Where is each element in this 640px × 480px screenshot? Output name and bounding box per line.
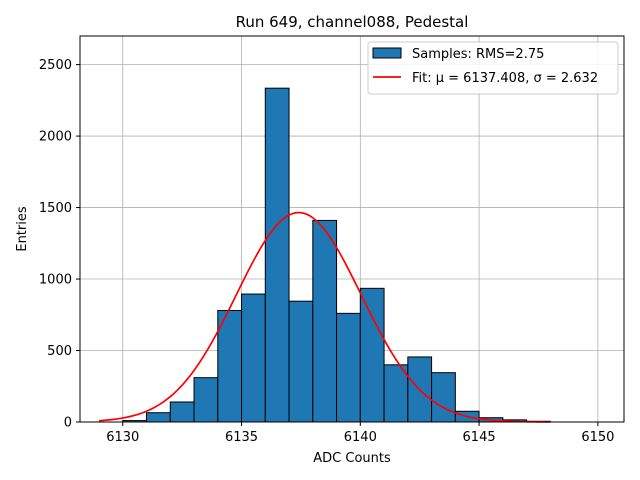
- histogram-bar: [193, 377, 219, 423]
- histogram-bar: [169, 401, 195, 423]
- x-tick-label: 6135: [225, 430, 258, 445]
- y-tick-label: 1000: [39, 273, 72, 288]
- legend-histogram-label: Samples: RMS=2.75: [412, 47, 544, 62]
- x-tick-label: 6130: [106, 430, 139, 445]
- legend: Samples: RMS=2.75 Fit: μ = 6137.408, σ =…: [367, 41, 619, 95]
- x-tick-label: 6150: [581, 430, 614, 445]
- chart-title: Run 649, channel088, Pedestal: [236, 13, 469, 31]
- histogram-bars: [122, 87, 551, 423]
- y-tick-label: 0: [64, 416, 72, 431]
- fit-curve: [98, 211, 551, 423]
- histogram-bar: [431, 372, 456, 423]
- x-tick-label: 6140: [344, 430, 377, 445]
- y-tick-label: 2000: [39, 130, 72, 145]
- legend-fit-label: Fit: μ = 6137.408, σ = 2.632: [412, 71, 598, 86]
- histogram-bar: [336, 312, 361, 423]
- y-axis-label: Entries: [15, 206, 30, 252]
- legend-box: [367, 41, 619, 95]
- y-tick-label: 500: [47, 344, 72, 359]
- y-tick-label: 1500: [39, 201, 72, 216]
- legend-histogram-swatch: [372, 47, 402, 59]
- x-tick-label: 6145: [463, 430, 496, 445]
- histogram-bar: [383, 364, 409, 423]
- histogram-bar: [288, 300, 314, 423]
- histogram-bar: [241, 293, 266, 423]
- x-axis-label: ADC Counts: [313, 451, 391, 466]
- histogram-bar: [217, 309, 243, 423]
- plot-frame: [79, 35, 625, 423]
- histogram-bar: [359, 287, 385, 423]
- histogram-bar: [146, 412, 171, 423]
- x-axis-ticks: 6130 6135 6140 6145 6150: [106, 422, 614, 445]
- histogram-bar: [312, 219, 338, 423]
- y-axis-ticks: 0 500 1000 1500 2000 2500: [39, 58, 80, 431]
- y-tick-label: 2500: [39, 58, 72, 73]
- histogram-bar: [264, 87, 290, 423]
